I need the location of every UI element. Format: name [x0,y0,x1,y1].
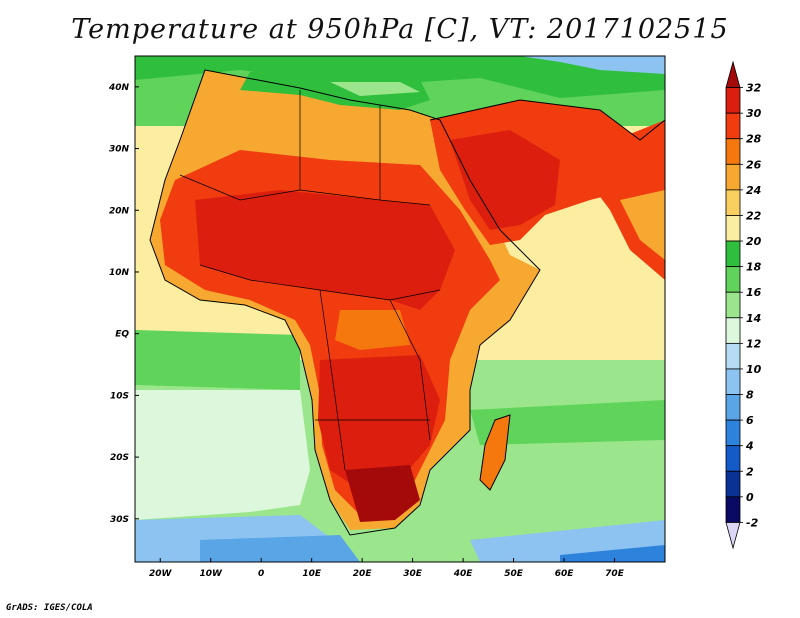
x-tick-label: 20W [149,569,173,579]
colorbar-label: 14 [746,312,761,325]
colorbar-swatch [725,496,741,523]
y-tick-label: EQ [115,330,129,340]
x-tick-label: 60E [555,569,575,579]
x-tick-label: 50E [504,569,524,579]
colorbar-label: 24 [746,184,761,197]
colorbar-swatch [725,342,741,370]
colorbar-swatch [725,163,741,191]
colorbar-swatch [725,445,741,472]
colorbar-label: 10 [746,363,762,376]
colorbar-label: 30 [746,107,762,120]
x-tick-label: 20E [353,569,373,579]
x-tick-label: 10W [199,569,223,579]
colorbar-swatch [725,470,741,498]
x-tick-label: 30E [403,569,423,579]
y-tick-label: 30N [109,145,130,155]
colorbar-swatch [725,317,741,344]
temperature-field [135,56,666,562]
latitude-axis: 40N 30N 20N 10N EQ 10S 20S 30S [108,83,139,525]
colorbar-label: 18 [746,261,762,274]
colorbar-label: 4 [745,440,754,453]
y-tick-label: 20N [109,206,130,216]
colorbar-swatch [725,291,741,319]
y-tick-label: 20S [110,453,129,463]
x-tick-label: 0 [258,569,264,579]
colorbar-label: 32 [746,82,762,95]
y-tick-label: 10S [110,391,129,401]
colorbar-label: 26 [746,158,762,171]
colorbar-label: 12 [746,337,762,350]
map-frame [134,55,666,563]
colorbar-swatch [725,419,741,447]
colorbar-bottom-triangle [725,522,741,550]
y-tick-label: 40N [108,83,130,93]
x-tick-label: 70E [605,569,625,579]
colorbar-swatch [725,87,741,114]
colorbar-label: 28 [746,133,762,146]
colorbar-label: 0 [746,491,754,504]
colorbar-swatch [725,189,741,216]
colorbar-swatch [725,368,741,395]
colorbar-swatch [725,215,741,242]
x-tick-label: 40E [453,569,474,579]
colorbar-swatch [725,112,741,140]
grads-credit: GrADS: IGES/COLA [6,603,93,613]
colorbar-label: 16 [746,286,762,299]
colorbar-label: 2 [746,465,754,478]
colorbar-swatch [725,138,741,165]
colorbar-label: 20 [746,235,762,248]
x-tick-label: 10E [302,569,322,579]
colorbar-label: -2 [746,516,759,529]
longitude-axis: 20W 10W 0 10E 20E 30E 40E 50E 60E 70E [149,558,625,579]
y-tick-label: 30S [110,515,129,525]
colorbar-swatch [725,266,741,293]
colorbar-top-triangle [725,60,741,88]
colorbar-swatch [725,394,741,421]
colorbar-label: 22 [746,209,762,222]
colorbar-label: 6 [746,414,754,427]
colorbar-swatch [725,240,741,268]
y-tick-label: 10N [109,268,130,278]
colorbar-label: 8 [746,389,754,402]
map-title: Temperature at 950hPa [C], VT: 201710251… [71,14,729,45]
